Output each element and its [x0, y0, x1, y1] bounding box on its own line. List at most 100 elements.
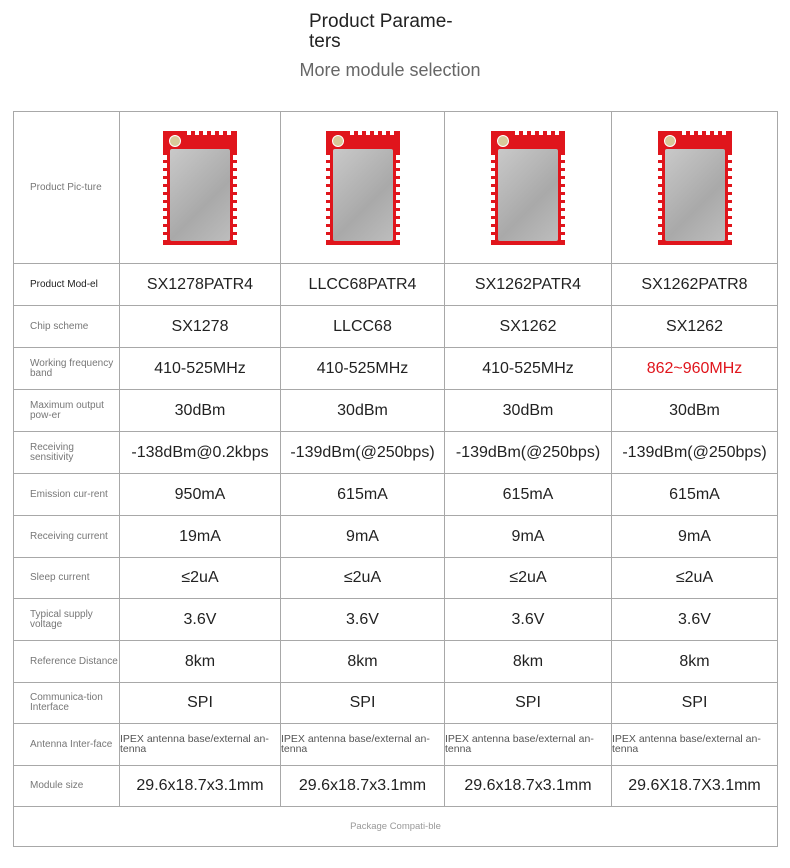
antenna-connector-icon	[497, 134, 509, 147]
row-label: Product Pic-ture	[13, 111, 120, 264]
cell-value: IPEX antenna base/external an-tenna	[611, 723, 778, 766]
cell-value: 30dBm	[280, 389, 445, 432]
cell-value: 8km	[119, 640, 281, 683]
row-label: Module size	[13, 765, 120, 807]
row-label: Communica-tion Interface	[13, 682, 120, 724]
rf-shield	[498, 148, 558, 241]
table-row: Module size 29.6x18.7x3.1mm 29.6x18.7x3.1m…	[13, 765, 778, 807]
cell-value: 8km	[444, 640, 612, 683]
cell-value: 615mA	[444, 473, 612, 516]
row-label: Emission cur-rent	[13, 473, 120, 516]
cell-value: 3.6V	[119, 598, 281, 641]
table-row: Antenna Inter-face IPEX antenna base/exte…	[13, 723, 778, 766]
cell-value: ≤2uA	[280, 557, 445, 599]
lora-module-image	[491, 130, 565, 245]
rf-shield	[332, 148, 393, 241]
table-row: Chip scheme SX1278 LLCC68 SX1262 SX1262	[13, 305, 778, 348]
page-title: Product Parame-ters	[309, 11, 453, 52]
product-picture	[280, 111, 445, 264]
cell-value: SX1262	[444, 305, 612, 348]
row-label: Product Mod-el	[13, 263, 120, 306]
rf-shield	[170, 148, 230, 241]
cell-value: LLCC68	[280, 305, 445, 348]
product-picture	[444, 111, 612, 264]
table-row: Working frequency band 410-525MHz 410-525M…	[13, 347, 778, 390]
table-row: Typical supply voltage 3.6V 3.6V 3.6V 3.6V	[13, 598, 778, 641]
cell-value: 8km	[280, 640, 445, 683]
cell-value: 29.6x18.7x3.1mm	[280, 765, 445, 807]
row-label: Working frequency band	[13, 347, 120, 390]
table-row: Sleep current ≤2uA ≤2uA ≤2uA ≤2uA	[13, 557, 778, 599]
cell-value: 29.6x18.7x3.1mm	[119, 765, 281, 807]
cell-value: ≤2uA	[611, 557, 778, 599]
cell-value: 3.6V	[444, 598, 612, 641]
cell-value: -139dBm(@250bps)	[280, 431, 445, 474]
cell-value: 9mA	[611, 515, 778, 558]
lora-module-image	[163, 130, 237, 245]
lora-module-image	[325, 130, 400, 245]
cell-value: 862~960MHz	[611, 347, 778, 390]
product-picture	[119, 111, 281, 264]
cell-value: 615mA	[280, 473, 445, 516]
table-row: Reference Distance 8km 8km 8km 8km	[13, 640, 778, 683]
row-label: Typical supply voltage	[13, 598, 120, 641]
cell-value: SX1262PATR4	[444, 263, 612, 306]
table-row-picture: Product Pic-ture	[13, 111, 778, 264]
row-label: Receiving sensitivity	[13, 431, 120, 474]
table-row: Product Mod-el SX1278PATR4 LLCC68PATR4 SX12…	[13, 263, 778, 306]
cell-value: SPI	[119, 682, 281, 724]
parameters-table: Product Pic-ture Product Mod-el SX1278PAT…	[13, 111, 778, 847]
antenna-connector-icon	[331, 134, 344, 147]
cell-value: SPI	[280, 682, 445, 724]
row-label: Antenna Inter-face	[13, 723, 120, 766]
table-row: Receiving sensitivity -138dBm@0.2kbps -139…	[13, 431, 778, 474]
cell-value: 615mA	[611, 473, 778, 516]
cell-value: SX1262	[611, 305, 778, 348]
cell-value: SX1278	[119, 305, 281, 348]
cell-value: IPEX antenna base/external an-tenna	[119, 723, 281, 766]
table-row: Communica-tion Interface SPI SPI SPI SPI	[13, 682, 778, 724]
page-subtitle: More module selection	[299, 60, 481, 80]
cell-value: SX1278PATR4	[119, 263, 281, 306]
row-label: Sleep current	[13, 557, 120, 599]
cell-value: -139dBm(@250bps)	[444, 431, 612, 474]
cell-value: LLCC68PATR4	[280, 263, 445, 306]
cell-value: SPI	[611, 682, 778, 724]
cell-value: SX1262PATR8	[611, 263, 778, 306]
cell-value: ≤2uA	[119, 557, 281, 599]
cell-value: -139dBm(@250bps)	[611, 431, 778, 474]
cell-value: IPEX antenna base/external an-tenna	[280, 723, 445, 766]
cell-value: ≤2uA	[444, 557, 612, 599]
table-row: Emission cur-rent 950mA 615mA 615mA 615mA	[13, 473, 778, 516]
cell-value: SPI	[444, 682, 612, 724]
table-row: Receiving current 19mA 9mA 9mA 9mA	[13, 515, 778, 558]
row-label: Chip scheme	[13, 305, 120, 348]
cell-value: 9mA	[280, 515, 445, 558]
cell-value: 3.6V	[280, 598, 445, 641]
cell-value: 30dBm	[611, 389, 778, 432]
cell-value: 30dBm	[119, 389, 281, 432]
cell-value: 29.6x18.7x3.1mm	[444, 765, 612, 807]
cell-value: 950mA	[119, 473, 281, 516]
cell-value: 3.6V	[611, 598, 778, 641]
table-row: Maximum output pow-er 30dBm 30dBm 30dBm 30dB…	[13, 389, 778, 432]
package-compatible-label: Package Compati-ble	[13, 806, 778, 847]
row-label: Reference Distance	[13, 640, 120, 683]
table-row-footer: Package Compati-ble	[13, 806, 778, 847]
antenna-connector-icon	[663, 134, 676, 147]
cell-value: 410-525MHz	[280, 347, 445, 390]
cell-value: 410-525MHz	[444, 347, 612, 390]
antenna-connector-icon	[169, 134, 181, 147]
cell-value: -138dBm@0.2kbps	[119, 431, 281, 474]
cell-value: IPEX antenna base/external an-tenna	[444, 723, 612, 766]
cell-value: 29.6X18.7X3.1mm	[611, 765, 778, 807]
cell-value: 410-525MHz	[119, 347, 281, 390]
row-label: Receiving current	[13, 515, 120, 558]
rf-shield	[664, 148, 725, 241]
lora-module-image	[657, 130, 732, 245]
product-picture	[611, 111, 778, 264]
row-label: Maximum output pow-er	[13, 389, 120, 432]
cell-value: 19mA	[119, 515, 281, 558]
cell-value: 30dBm	[444, 389, 612, 432]
cell-value: 9mA	[444, 515, 612, 558]
